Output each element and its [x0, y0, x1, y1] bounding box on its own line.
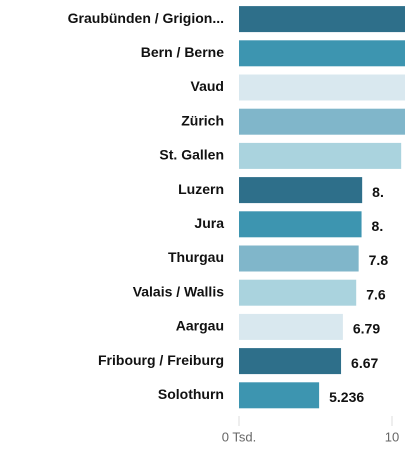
bar: [239, 74, 405, 101]
category-label: Bern / Berne: [141, 44, 224, 60]
category-label: Valais / Wallis: [133, 283, 225, 299]
category-label: Fribourg / Freiburg: [98, 352, 224, 368]
value-label: 8.: [372, 184, 384, 200]
value-label: 8.: [372, 218, 384, 234]
category-label: Vaud: [191, 78, 224, 94]
bar: [239, 279, 357, 306]
value-label: 7.8: [369, 252, 389, 268]
x-tick-label: 0 Tsd.: [222, 429, 256, 444]
bar: [239, 108, 405, 135]
category-label: St. Gallen: [159, 147, 224, 163]
bar: [239, 142, 402, 169]
category-label: Zürich: [181, 112, 224, 128]
value-label: 5.236: [329, 389, 364, 405]
value-label: 6.67: [351, 355, 378, 371]
category-label: Luzern: [178, 181, 224, 197]
bar: [239, 6, 405, 33]
value-label: 7.6: [366, 286, 386, 302]
category-label: Jura: [194, 215, 224, 231]
value-label: 6.79: [353, 321, 380, 337]
bar: [239, 40, 405, 67]
x-tick-label: 10: [385, 429, 399, 444]
bar: [239, 245, 359, 272]
bar: [239, 177, 363, 204]
bar: [239, 211, 362, 238]
category-label: Solothurn: [158, 386, 224, 402]
category-label: Thurgau: [168, 249, 224, 265]
category-label: Graubünden / Grigion...: [68, 10, 224, 26]
category-label: Aargau: [176, 318, 224, 334]
bar: [239, 348, 342, 375]
bar: [239, 382, 320, 409]
bar: [239, 313, 343, 340]
